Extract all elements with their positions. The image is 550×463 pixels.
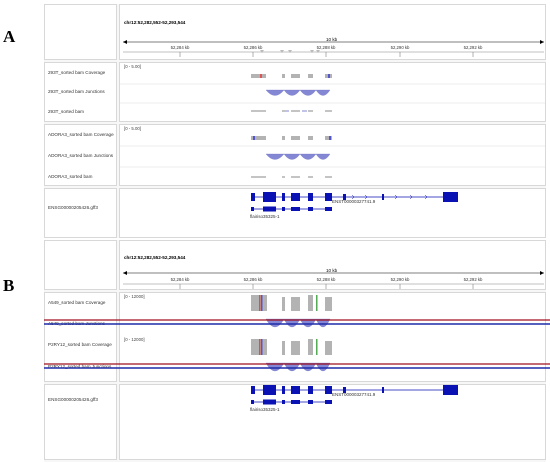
ruler-graphic: [123, 40, 544, 57]
igv-panel-a: chr12:52,282,552-52,293,544 10 kb 52: [44, 4, 546, 238]
panel-label-a: A: [3, 27, 16, 46]
ruler-row: chr12:52,282,552-52,293,544 10 kb 52: [44, 4, 546, 60]
transcript-label: ENST00000327741.9: [332, 392, 376, 397]
track-name-293t-bam[interactable]: 293T_sorted bam: [48, 109, 85, 114]
gene-model[interactable]: [120, 385, 546, 460]
track-name-gff[interactable]: ENSG00000205426.gff3: [48, 205, 98, 210]
track-data-293t: [0 - 5.00]: [119, 62, 546, 122]
track-name-293t-coverage[interactable]: 293T_sorted bam Coverage: [48, 70, 106, 75]
track-name-a549-coverage[interactable]: A549_sorted bam Coverage: [48, 300, 106, 305]
tick-label: 52,288 kb: [316, 277, 336, 282]
track-name-p2ry12-coverage[interactable]: P2RY12_sorted bam Coverage: [48, 342, 112, 347]
tick-label: 52,284 kb: [170, 45, 190, 50]
track-group-a549: A549_sorted bam Coverage A549_sorted bam…: [44, 292, 546, 382]
track-name-adora3-coverage[interactable]: ADORA3_sorted bam Coverage: [48, 132, 114, 137]
coverage-range: [0 - 12000]: [124, 337, 145, 342]
isoform-label: flairiso35325-1: [250, 214, 280, 219]
track-graphics-adora3: [120, 136, 545, 178]
track-name-293t-junctions[interactable]: 293T_sorted bam Junctions: [48, 89, 105, 94]
locus-box[interactable]: chr12:52,282,552-52,293,544: [124, 255, 186, 260]
gene-track: ENST00000327741.9 flairiso35325-1: [119, 384, 546, 460]
track-data-adora3: [0 - 5.00]: [119, 124, 546, 186]
locus-box[interactable]: chr12:52,282,552-52,293,544: [124, 20, 186, 25]
tick-label: 52,290 kb: [390, 277, 410, 282]
ruler-graphic: [123, 271, 544, 289]
tick-label: 52,284 kb: [170, 277, 190, 282]
track-graphics-293t: [120, 74, 545, 112]
track-name-adora3-junctions[interactable]: ADORA3_sorted bam Junctions: [48, 153, 114, 158]
tick-label: 52,288 kb: [316, 45, 336, 50]
track-name-gff[interactable]: ENSG00000205426.gff3: [48, 397, 98, 402]
coverage-range: [0 - 5.00]: [124, 64, 141, 69]
gene-track: ENST00000327741.9 flairiso35325-1: [119, 188, 546, 238]
panel-label-b: B: [3, 276, 15, 295]
track-data-a549-p2ry12: [0 - 12000] [0 - 12000]: [119, 292, 546, 382]
highlight-band-a549: [44, 319, 550, 325]
scale-label: 10 kb: [326, 37, 338, 42]
track-group-293t: 293T_sorted bam Coverage 293T_sorted bam…: [44, 62, 546, 122]
tick-label: 52,292 kb: [463, 277, 483, 282]
isoform-label: flairiso35325-1: [250, 407, 280, 412]
track-graphics-b: [251, 295, 332, 372]
scale-label: 10 kb: [326, 268, 338, 273]
coverage-range: [0 - 12000]: [124, 294, 145, 299]
tick-label: 52,286 kb: [243, 277, 263, 282]
gene-model[interactable]: [120, 189, 546, 238]
ruler: chr12:52,282,552-52,293,544 10 kb 52: [119, 4, 546, 60]
track-name-adora3-bam[interactable]: ADORA3_sorted bam: [48, 174, 93, 179]
igv-panel-b: chr12:52,282,552-52,293,544 10 kb 52,284…: [44, 240, 546, 462]
track-gff-a: ENSG00000205426.gff3: [44, 188, 546, 238]
transcript-label: ENST00000327741.9: [332, 199, 376, 204]
track-group-adora3: ADORA3_sorted bam Coverage ADORA3_sorted…: [44, 124, 546, 186]
highlight-band-p2ry12: [44, 363, 550, 369]
tick-label: 52,286 kb: [243, 45, 263, 50]
track-name-p2ry12-junctions[interactable]: P2RY12_sorted bam Junctions: [48, 364, 112, 369]
tick-label: 52,290 kb: [390, 45, 410, 50]
tick-label: 52,292 kb: [463, 45, 483, 50]
coverage-range: [0 - 5.00]: [124, 126, 141, 131]
ruler-row: chr12:52,282,552-52,293,544 10 kb 52,284…: [44, 240, 546, 290]
ruler: chr12:52,282,552-52,293,544 10 kb 52,284…: [119, 240, 546, 290]
track-gff-b: ENSG00000205426.gff3 ENST000: [44, 384, 546, 460]
